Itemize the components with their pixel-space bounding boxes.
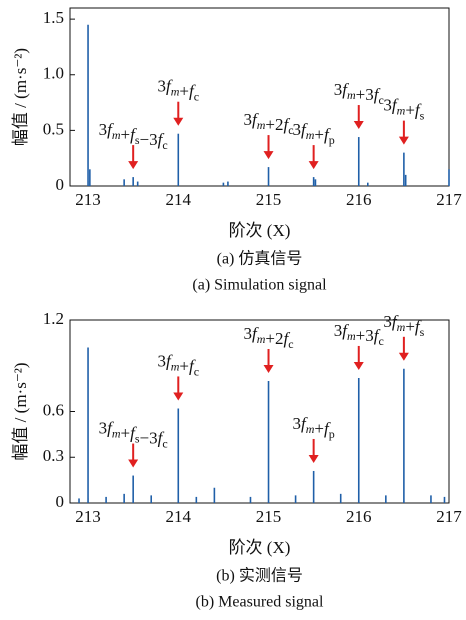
arrow-head: [308, 161, 319, 170]
caption-en: (a) Simulation signal: [192, 277, 327, 294]
arrow-head: [398, 352, 409, 361]
y-tick-label: 0: [56, 175, 65, 194]
plot-frame: [69, 7, 450, 187]
x-tick-label: 215: [256, 507, 282, 526]
x-tick-label: 214: [166, 507, 192, 526]
caption-zh: (a) 仿真信号: [217, 250, 303, 268]
x-tick-label: 216: [346, 507, 372, 526]
arrow-head: [128, 161, 139, 170]
arrow-head: [128, 459, 139, 468]
arrow-head: [353, 361, 364, 370]
annotation-label: 3fm+3fc: [334, 321, 384, 348]
arrow-head: [173, 117, 184, 126]
y-axis-label: 幅值 / (m·s⁻²): [11, 362, 30, 460]
x-tick-label: 214: [166, 190, 192, 209]
caption-zh: (b) 实测信号: [216, 567, 303, 585]
y-tick-label: 0: [56, 492, 65, 511]
plot-frame: [69, 319, 450, 504]
annotation-label: 3fm+2fc: [243, 110, 293, 137]
x-tick-label: 213: [75, 507, 101, 526]
x-tick-label: 215: [256, 190, 282, 209]
arrow-head: [353, 121, 364, 130]
annotation-label: 3fm+fs: [383, 96, 424, 123]
annotation-label: 3fm+fp: [293, 120, 335, 147]
caption-en: (b) Measured signal: [196, 594, 325, 611]
annotation-label: 3fm+fs−3fc: [99, 120, 168, 152]
x-tick-label: 213: [75, 190, 101, 209]
y-axis-label: 幅值 / (m·s⁻²): [11, 48, 30, 146]
arrow-head: [173, 392, 184, 401]
x-tick-label: 216: [346, 190, 372, 209]
y-tick-label: 0.5: [43, 119, 64, 138]
y-tick-label: 0.6: [43, 400, 64, 419]
annotation-label: 3fm+fs−3fc: [99, 418, 168, 450]
annotation-label: 3fm+fc: [158, 77, 200, 104]
annotation-label: 3fm+fc: [158, 351, 200, 378]
annotation-label: 3fm+fp: [293, 414, 335, 441]
annotation-label: 3fm+2fc: [243, 324, 293, 351]
y-tick-label: 1.2: [43, 309, 64, 328]
annotation-label: 3fm+fs: [383, 312, 424, 339]
arrow-head: [308, 454, 319, 463]
y-tick-label: 1.0: [43, 64, 64, 83]
arrow-head: [263, 365, 274, 373]
arrow-head: [263, 151, 274, 160]
x-axis-label: 阶次 (X): [229, 538, 291, 557]
arrow-head: [398, 136, 409, 145]
x-axis-label: 阶次 (X): [229, 221, 291, 240]
x-tick-label: 217: [436, 190, 462, 209]
y-tick-label: 1.5: [43, 8, 64, 27]
x-tick-label: 217: [436, 507, 462, 526]
y-tick-label: 0.3: [43, 446, 64, 465]
annotation-label: 3fm+3fc: [334, 80, 384, 107]
